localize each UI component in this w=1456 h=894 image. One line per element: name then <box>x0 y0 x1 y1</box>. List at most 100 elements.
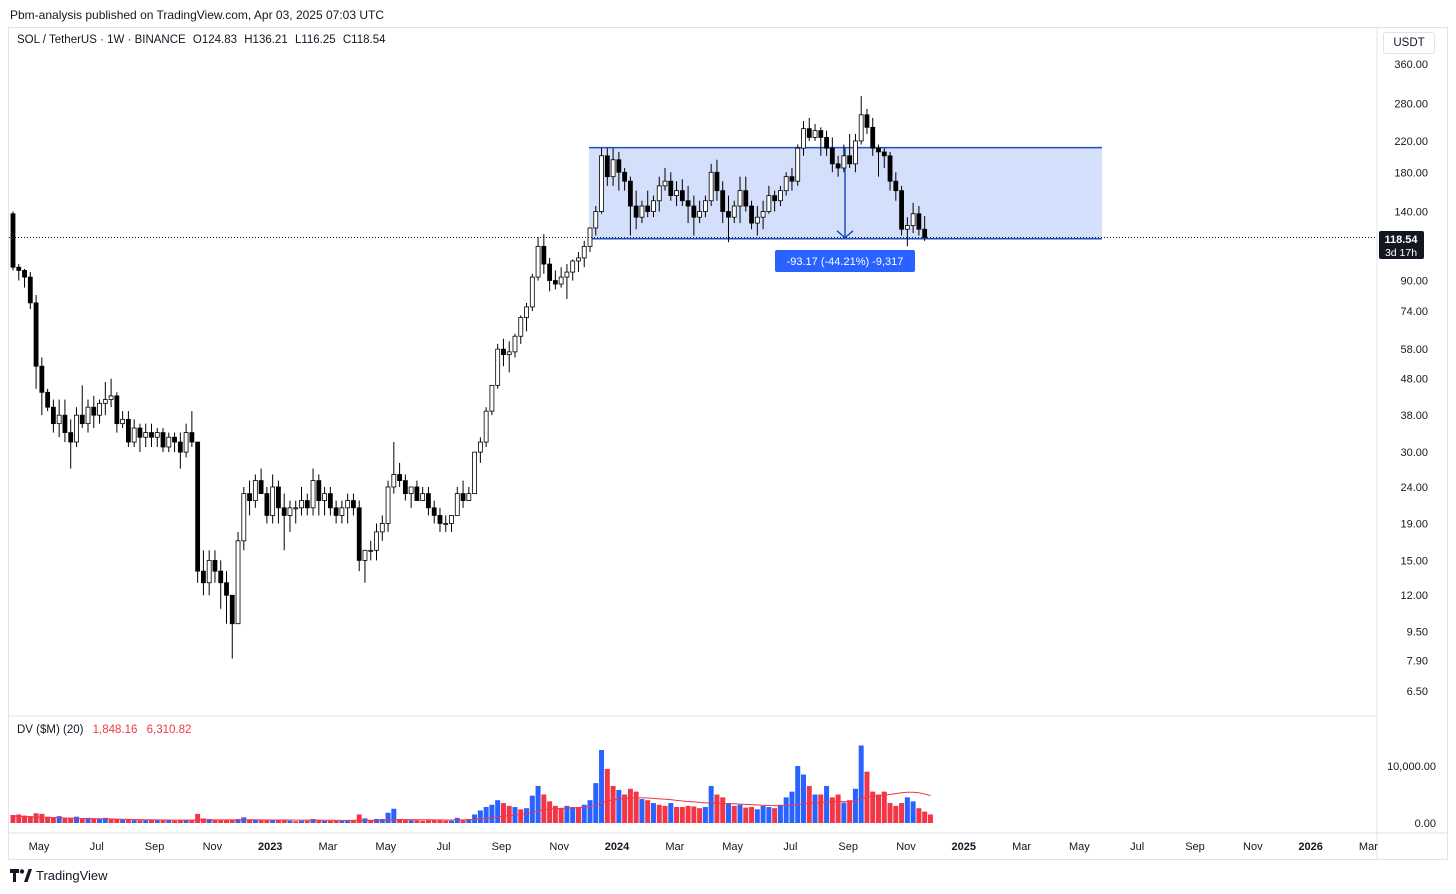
volume-bar <box>708 785 714 823</box>
candle-body <box>691 205 697 218</box>
candle-body <box>10 213 16 268</box>
price-tick-label: 280.00 <box>1394 98 1428 110</box>
volume-bar <box>847 800 853 823</box>
candle-body <box>737 190 743 207</box>
candle-body <box>806 128 812 138</box>
candle-body <box>379 523 385 533</box>
time-tick-label: May <box>375 841 396 853</box>
currency-selector[interactable]: USDT <box>1383 32 1435 54</box>
symbol-name[interactable]: SOL / TetherUS · 1W · BINANCE <box>17 34 186 46</box>
candle-body <box>876 147 881 153</box>
volume-bar <box>437 820 443 823</box>
candle-body <box>754 216 760 224</box>
volume-bar <box>870 791 876 823</box>
price-tick-label: 360.00 <box>1394 59 1428 71</box>
candle-body <box>772 195 778 202</box>
candle-body <box>460 493 466 501</box>
candle-body <box>552 280 558 285</box>
volume-bar <box>547 801 553 823</box>
candle-body <box>495 348 501 386</box>
candle-body <box>795 147 801 182</box>
price-tick-label: 12.00 <box>1400 590 1428 602</box>
volume-bar <box>299 820 304 823</box>
measure-label[interactable]: -93.17 (-44.21%) -9,317 <box>775 250 915 272</box>
candle-body <box>85 406 91 425</box>
candle-body <box>870 126 876 149</box>
volume-bar <box>374 819 380 823</box>
tradingview-footer[interactable]: TradingView <box>10 868 108 883</box>
volume-bar <box>691 806 697 823</box>
candle-body <box>39 365 45 393</box>
candle-body <box>847 155 853 165</box>
candle-body <box>541 245 547 265</box>
candle-body <box>489 384 495 412</box>
candle-body <box>506 351 512 356</box>
volume-indicator-name[interactable]: DV ($M) (20) <box>17 724 84 736</box>
price-tick-label: 180.00 <box>1394 167 1428 179</box>
volume-bar <box>16 814 22 823</box>
candle-body <box>143 432 149 438</box>
price-axis-ticks: 360.00 280.00 220.00 180.00 140.00 90.00 74.00… <box>1394 59 1428 698</box>
candle-body <box>299 500 304 509</box>
volume-bar <box>899 803 905 823</box>
volume-bar <box>876 794 881 823</box>
symbol-legend[interactable]: SOL / TetherUS · 1W · BINANCE O124.83 H1… <box>17 34 390 46</box>
candle-body <box>97 402 102 416</box>
candle-body <box>645 205 651 212</box>
volume-bar <box>916 808 922 823</box>
candle-body <box>310 480 316 509</box>
volume-value-2: 6,310.82 <box>146 724 192 736</box>
candle-body <box>293 507 299 510</box>
time-tick-label: May <box>1069 841 1090 853</box>
current-price-badge: 118.54 3d 17h <box>1379 231 1424 259</box>
price-tick-label: 38.00 <box>1400 410 1428 422</box>
volume-bar <box>881 791 887 823</box>
published-caption: Pbm-analysis published on TradingView.co… <box>10 8 384 22</box>
volume-bar <box>541 794 547 823</box>
volume-bar <box>552 805 558 823</box>
volume-axis-ticks: 10,000.00 0.00 <box>1387 761 1436 830</box>
candle-body <box>743 190 749 207</box>
volume-bar <box>927 814 933 823</box>
volume-bar <box>345 820 351 823</box>
candle-body <box>374 531 379 551</box>
volume-bar <box>212 820 218 823</box>
time-tick-label: Sep <box>492 841 512 853</box>
volume-bar <box>91 819 97 823</box>
candle-body <box>74 414 79 443</box>
candle-body <box>137 427 143 438</box>
volume-bar <box>679 807 685 823</box>
candle-body <box>841 155 847 169</box>
volume-bar <box>725 803 731 823</box>
volume-bar <box>783 797 789 823</box>
volume-bar <box>454 817 460 823</box>
candle-body <box>270 486 276 516</box>
candle-body <box>391 474 397 488</box>
candle-body <box>408 486 414 495</box>
volume-bar <box>85 817 91 823</box>
tradingview-logo-icon <box>10 869 32 882</box>
candle-body <box>304 500 310 509</box>
volume-bar <box>62 818 68 823</box>
time-tick-label: 2025 <box>952 841 976 853</box>
candle-body <box>893 180 899 192</box>
candle-body <box>662 180 668 187</box>
candle-body <box>120 418 126 425</box>
volume-bar <box>27 816 33 823</box>
volume-bar <box>650 803 656 823</box>
volume-bar <box>604 768 610 823</box>
volume-bar <box>120 819 126 823</box>
volume-bar <box>766 807 772 823</box>
candle-body <box>108 395 114 400</box>
time-tick-label: Jul <box>1130 841 1144 853</box>
volume-bar <box>322 820 328 823</box>
candle-body <box>437 515 443 524</box>
candle-body <box>610 159 616 178</box>
volume-legend[interactable]: DV ($M) (20) 1,848.16 6,310.82 <box>17 724 197 736</box>
candle-body <box>149 432 154 438</box>
candle-body <box>668 180 674 197</box>
volume-bar <box>674 807 680 823</box>
volume-bar <box>829 797 835 823</box>
price-tick-label: 9.50 <box>1407 627 1428 639</box>
